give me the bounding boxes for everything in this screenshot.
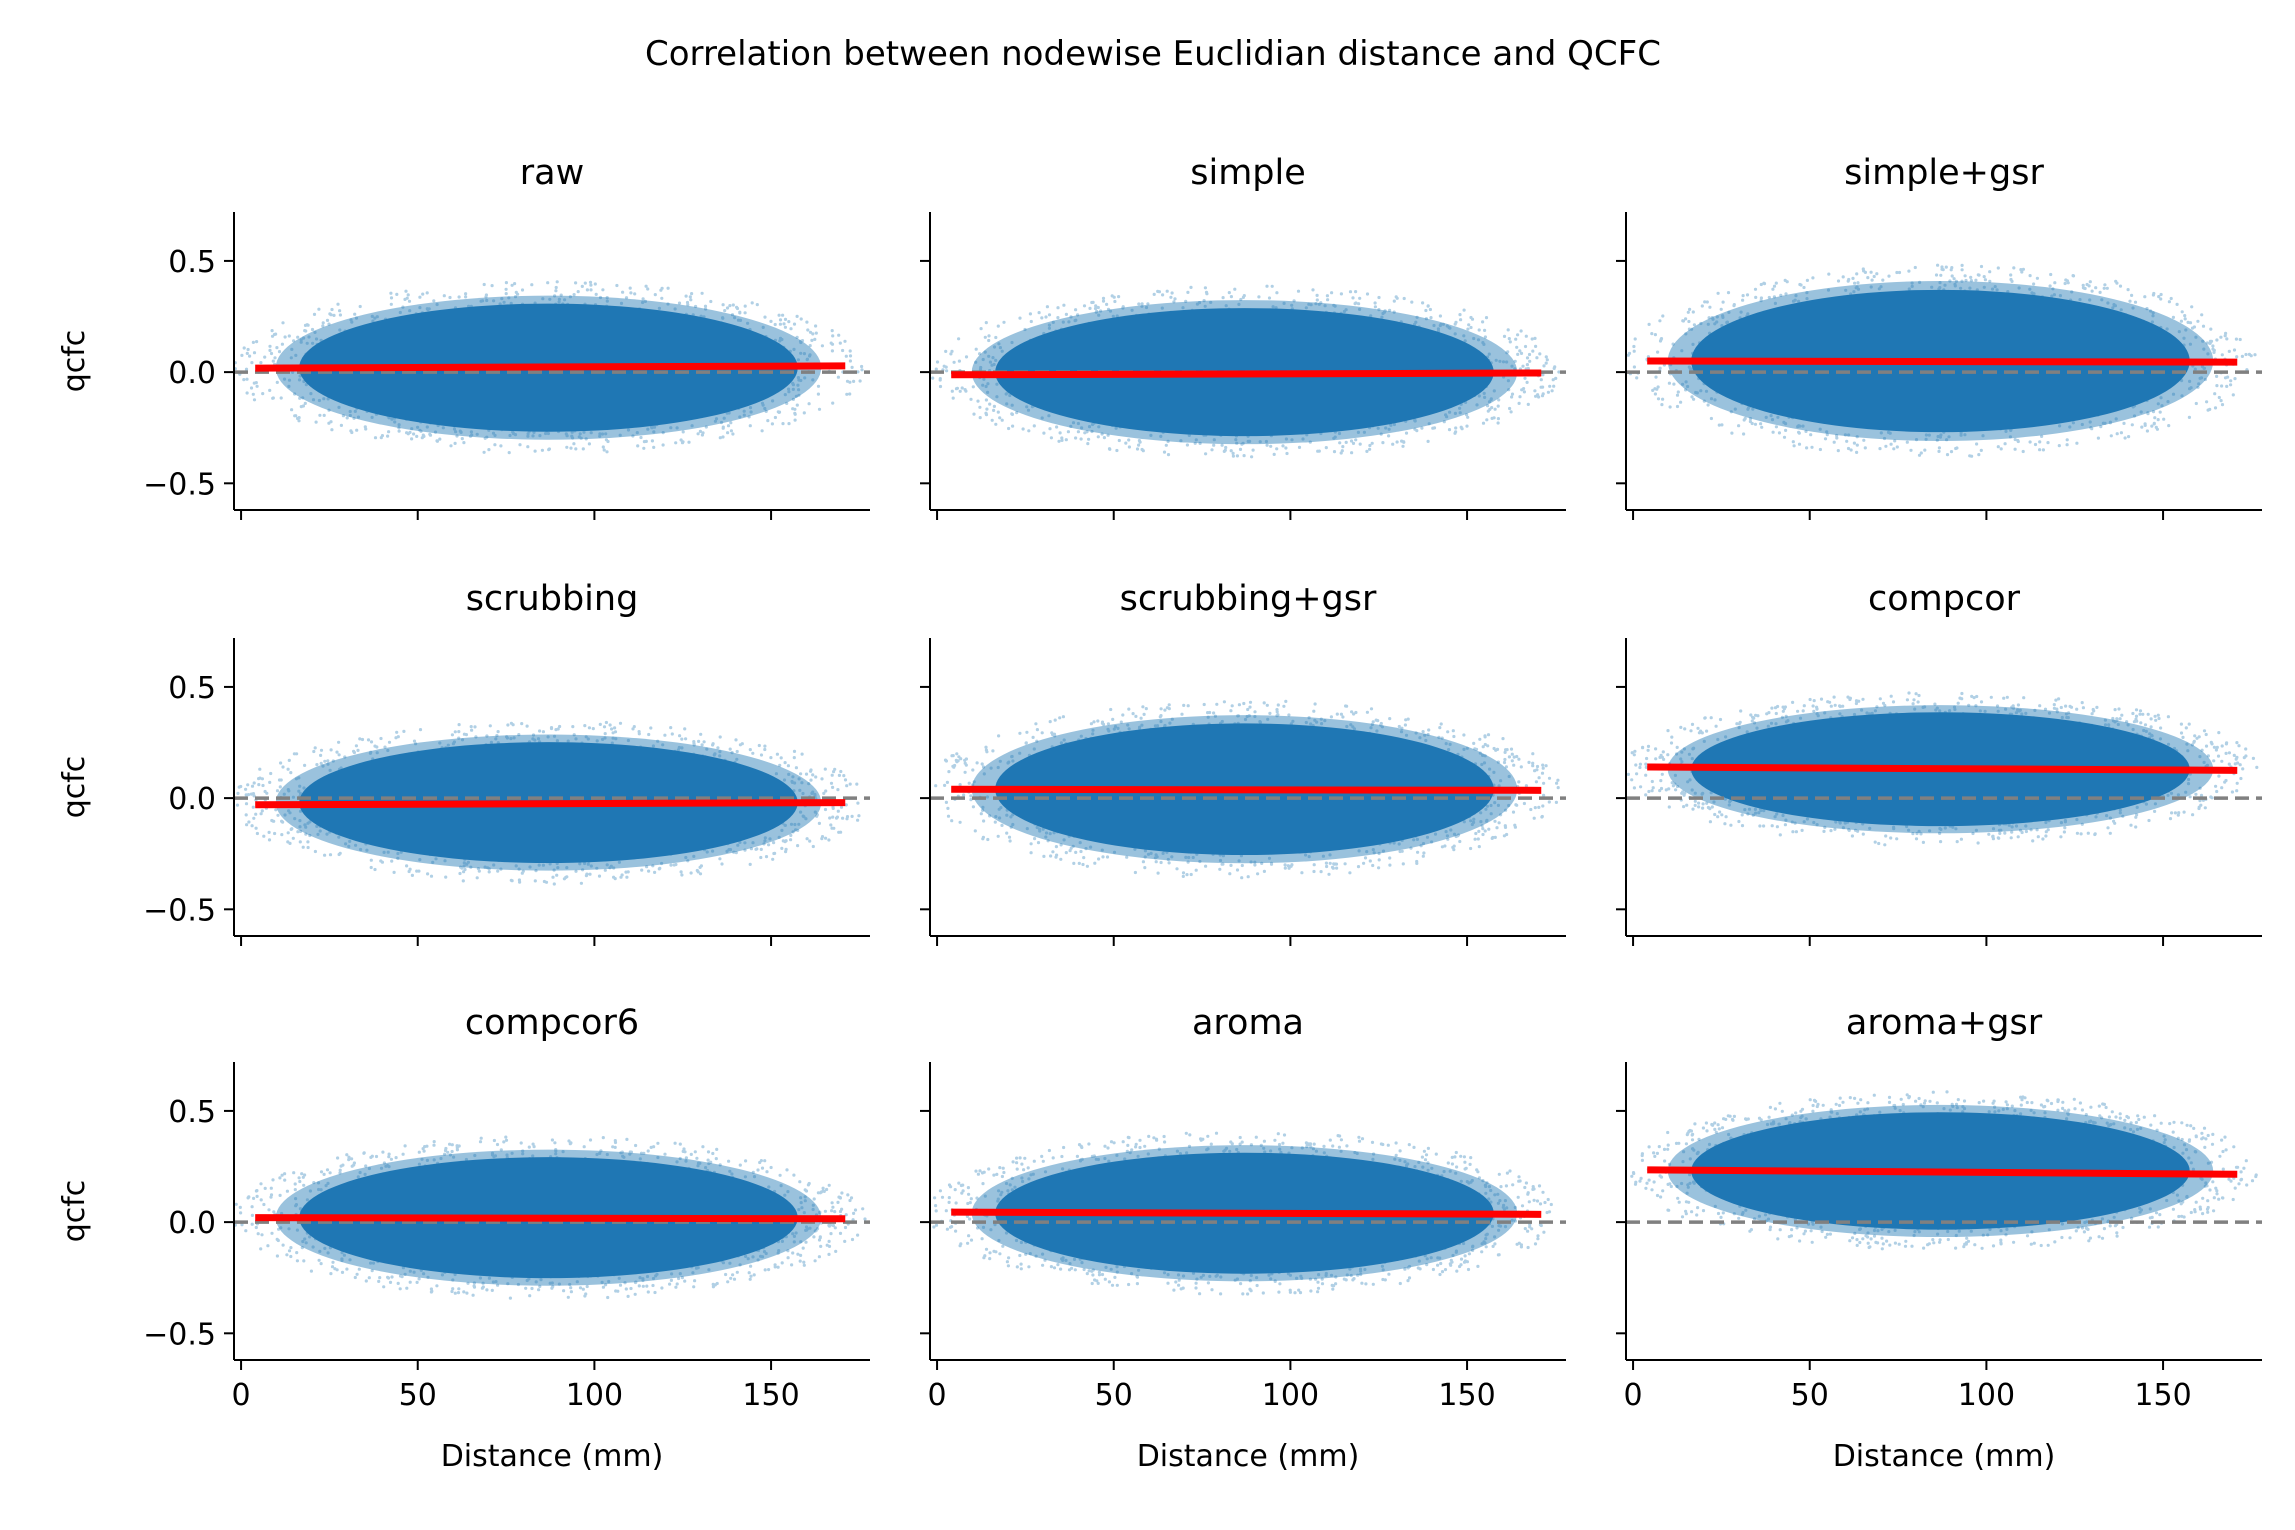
y-tick-label: −0.5 <box>143 1317 216 1352</box>
x-tick-label: 150 <box>742 1378 799 1413</box>
y-axis-label: qcfc <box>57 1180 92 1243</box>
y-tick-label: −0.5 <box>143 467 216 502</box>
subplot-1: −0.5 0.0 0.5 raw qcfc <box>57 153 870 520</box>
y-tick-label: 0.0 <box>168 356 216 391</box>
y-tick-label: 0.5 <box>168 245 216 280</box>
x-axis-label: Distance (mm) <box>1137 1439 1360 1474</box>
regression-line <box>255 362 846 372</box>
subplot-title: scrubbing <box>466 579 639 619</box>
subplot-title: scrubbing+gsr <box>1120 579 1377 619</box>
y-axis-label: qcfc <box>57 330 92 393</box>
regression-line <box>1647 357 2238 366</box>
subplot-title: simple <box>1190 153 1306 193</box>
x-axis-label: Distance (mm) <box>1833 1439 2056 1474</box>
x-tick-label: 150 <box>2134 1378 2191 1413</box>
subplot-3: simple+gsr <box>1616 153 2262 520</box>
y-tick-label: −0.5 <box>143 893 216 928</box>
subplot-6: compcor <box>1616 579 2262 946</box>
figure-title: Correlation between nodewise Euclidian d… <box>645 34 1661 74</box>
x-tick-label: 50 <box>1095 1378 1133 1413</box>
subplot-grid: −0.5 0.0 0.5 raw qcfc simple simple+gsr −0.5 0.0… <box>57 153 2262 1474</box>
subplot-7: −0.5 0.0 0.5 0 50 100 150 compcor6 qcfc Distance … <box>57 1003 870 1474</box>
subplot-5: scrubbing+gsr <box>920 579 1566 946</box>
regression-line <box>255 799 846 809</box>
y-tick-label: 0.0 <box>168 1206 216 1241</box>
subplot-9: 0 50 100 150 aroma+gsr Distance (mm) <box>1616 1003 2262 1474</box>
x-tick-label: 150 <box>1438 1378 1495 1413</box>
subplot-2: simple <box>920 153 1566 520</box>
subplot-4: −0.5 0.0 0.5 scrubbing qcfc <box>57 579 870 946</box>
x-tick-label: 100 <box>1958 1378 2015 1413</box>
x-tick-label: 0 <box>1624 1378 1643 1413</box>
regression-line <box>951 785 1542 794</box>
subplot-title: simple+gsr <box>1844 153 2044 193</box>
y-tick-label: 0.5 <box>168 1095 216 1130</box>
regression-line <box>951 1208 1542 1218</box>
x-tick-label: 100 <box>566 1378 623 1413</box>
regression-line <box>255 1214 846 1223</box>
subplot-title: compcor6 <box>465 1003 639 1043</box>
x-tick-label: 100 <box>1262 1378 1319 1413</box>
regression-line <box>951 369 1542 379</box>
y-tick-label: 0.5 <box>168 671 216 706</box>
x-tick-label: 0 <box>928 1378 947 1413</box>
regression-line <box>1647 1166 2238 1178</box>
y-axis-label: qcfc <box>57 756 92 819</box>
x-tick-label: 50 <box>1791 1378 1829 1413</box>
x-tick-label: 50 <box>399 1378 437 1413</box>
subplot-title: aroma <box>1192 1003 1304 1043</box>
subplot-title: aroma+gsr <box>1846 1003 2043 1043</box>
subplot-8: 0 50 100 150 aroma Distance (mm) <box>920 1003 1566 1474</box>
subplot-title: raw <box>520 153 584 193</box>
y-tick-label: 0.0 <box>168 782 216 817</box>
subplot-title: compcor <box>1868 579 2021 619</box>
regression-line <box>1647 763 2238 774</box>
x-axis-label: Distance (mm) <box>441 1439 664 1474</box>
x-tick-label: 0 <box>232 1378 251 1413</box>
